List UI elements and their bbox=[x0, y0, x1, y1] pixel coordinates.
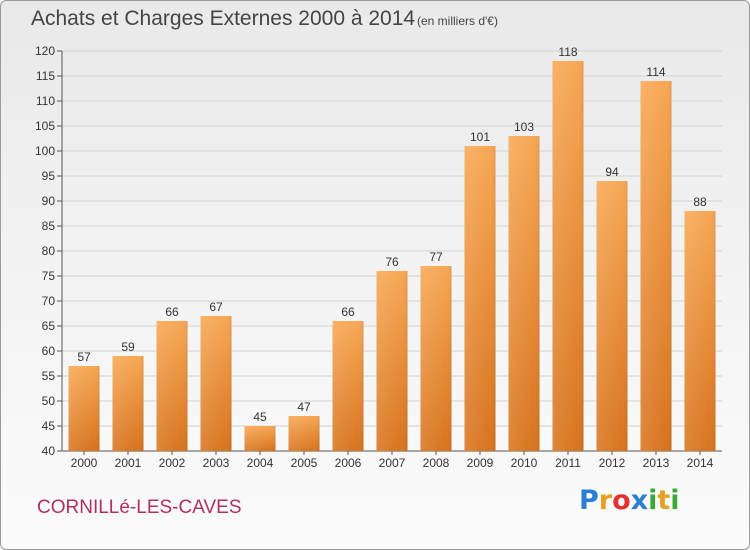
proxiti-logo: Proxiti bbox=[579, 485, 680, 516]
x-tick-label: 2010 bbox=[511, 456, 538, 470]
bar-shade bbox=[684, 211, 716, 451]
y-tick-label: 100 bbox=[35, 144, 55, 158]
bar-shade bbox=[552, 61, 584, 451]
y-tick-label: 95 bbox=[42, 169, 56, 183]
bar-shade bbox=[640, 81, 672, 451]
x-tick-label: 2001 bbox=[115, 456, 142, 470]
x-tick-label: 2000 bbox=[71, 456, 98, 470]
bar-shade bbox=[112, 356, 144, 451]
y-tick-label: 80 bbox=[42, 244, 56, 258]
bar-value-label: 101 bbox=[470, 130, 490, 144]
bar-value-label: 103 bbox=[514, 120, 534, 134]
y-tick-label: 70 bbox=[42, 294, 56, 308]
bar-shade bbox=[200, 316, 232, 451]
x-tick-label: 2002 bbox=[159, 456, 186, 470]
x-tick-label: 2005 bbox=[291, 456, 318, 470]
bar-value-label: 88 bbox=[693, 195, 707, 209]
y-tick-label: 105 bbox=[35, 119, 55, 133]
bar-shade bbox=[420, 266, 452, 451]
x-tick-label: 2012 bbox=[599, 456, 626, 470]
bar-value-label: 45 bbox=[253, 410, 267, 424]
value-labels: 57 59 66 67 45 47 66 76 77 101 103 118 94 114 88 bbox=[77, 45, 707, 424]
bar-value-label: 59 bbox=[121, 340, 135, 354]
logo-letter: i bbox=[648, 485, 658, 516]
bar-value-label: 66 bbox=[341, 305, 355, 319]
x-tick-label: 2006 bbox=[335, 456, 362, 470]
bar-value-label: 47 bbox=[297, 400, 311, 414]
chart-title: Achats et Charges Externes 2000 à 2014 bbox=[31, 7, 416, 30]
y-tick-label: 40 bbox=[42, 444, 56, 458]
bar-value-label: 66 bbox=[165, 305, 179, 319]
bar-shade bbox=[464, 146, 496, 451]
x-tick-label: 2003 bbox=[203, 456, 230, 470]
y-tick-label: 50 bbox=[42, 394, 56, 408]
bar-value-label: 77 bbox=[429, 250, 443, 264]
bar-shade bbox=[288, 416, 320, 451]
x-tick-label: 2014 bbox=[687, 456, 714, 470]
y-tick-label: 65 bbox=[42, 319, 56, 333]
bar-value-label: 76 bbox=[385, 255, 399, 269]
x-tick-label: 2008 bbox=[423, 456, 450, 470]
x-tick-label: 2013 bbox=[643, 456, 670, 470]
bar-shade bbox=[596, 181, 628, 451]
axes: 40 45 50 55 60 65 70 75 80 85 90 95 100 105 110 115 120 2… bbox=[35, 44, 722, 470]
bar-shade bbox=[244, 426, 276, 451]
chart-unit: (en milliers d'€) bbox=[417, 14, 498, 28]
bar-shade bbox=[508, 136, 540, 451]
y-tick-label: 115 bbox=[36, 69, 55, 83]
y-tick-label: 110 bbox=[36, 94, 55, 108]
bar-shade bbox=[376, 271, 408, 451]
y-tick-label: 120 bbox=[35, 44, 55, 58]
bar-value-label: 118 bbox=[558, 45, 577, 59]
x-tick-label: 2007 bbox=[379, 456, 406, 470]
bar-value-label: 57 bbox=[77, 350, 91, 364]
y-tick-label: 85 bbox=[42, 219, 56, 233]
logo-letter: P bbox=[579, 485, 599, 516]
logo-letter: t bbox=[657, 485, 671, 516]
city-name: CORNILLé-LES-CAVES bbox=[37, 497, 242, 518]
logo-letter: r bbox=[598, 485, 613, 516]
y-tick-label: 60 bbox=[42, 344, 56, 358]
bar-shade bbox=[68, 366, 100, 451]
y-tick-label: 45 bbox=[42, 419, 56, 433]
bar-value-label: 114 bbox=[646, 65, 665, 79]
bar-value-label: 67 bbox=[209, 300, 223, 314]
logo-letter: i bbox=[670, 485, 680, 516]
y-tick-label: 90 bbox=[42, 194, 56, 208]
y-tick-label: 75 bbox=[42, 269, 56, 283]
bar-value-label: 94 bbox=[605, 165, 619, 179]
bar-shade bbox=[332, 321, 364, 451]
y-tick-label: 55 bbox=[42, 369, 56, 383]
x-tick-label: 2011 bbox=[555, 456, 581, 470]
logo-letter: x bbox=[630, 485, 649, 516]
x-tick-label: 2009 bbox=[467, 456, 494, 470]
bar-shade bbox=[156, 321, 188, 451]
logo-letter: o bbox=[612, 485, 631, 516]
bars bbox=[68, 61, 716, 451]
x-tick-label: 2004 bbox=[247, 456, 274, 470]
